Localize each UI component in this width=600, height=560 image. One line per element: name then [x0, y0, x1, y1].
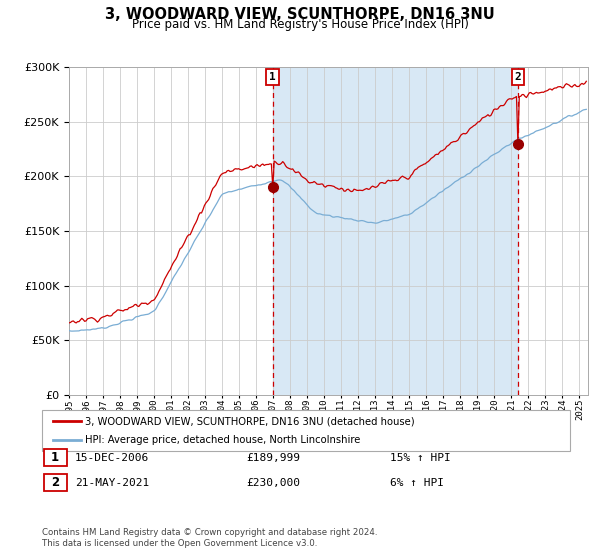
Text: £230,000: £230,000 [246, 478, 300, 488]
Text: Contains HM Land Registry data © Crown copyright and database right 2024.
This d: Contains HM Land Registry data © Crown c… [42, 528, 377, 548]
Text: HPI: Average price, detached house, North Lincolnshire: HPI: Average price, detached house, Nort… [85, 435, 361, 445]
Text: 3, WOODWARD VIEW, SCUNTHORPE, DN16 3NU (detached house): 3, WOODWARD VIEW, SCUNTHORPE, DN16 3NU (… [85, 417, 415, 426]
Text: 2: 2 [515, 72, 521, 82]
Text: 21-MAY-2021: 21-MAY-2021 [75, 478, 149, 488]
Text: 2: 2 [51, 476, 59, 489]
Text: 6% ↑ HPI: 6% ↑ HPI [390, 478, 444, 488]
Text: Price paid vs. HM Land Registry's House Price Index (HPI): Price paid vs. HM Land Registry's House … [131, 18, 469, 31]
Text: £189,999: £189,999 [246, 452, 300, 463]
Text: 15-DEC-2006: 15-DEC-2006 [75, 452, 149, 463]
Bar [272, 67, 518, 395]
Text: 3, WOODWARD VIEW, SCUNTHORPE, DN16 3NU: 3, WOODWARD VIEW, SCUNTHORPE, DN16 3NU [105, 7, 495, 22]
Text: 1: 1 [269, 72, 276, 82]
Text: 15% ↑ HPI: 15% ↑ HPI [390, 452, 451, 463]
Text: 1: 1 [51, 451, 59, 464]
